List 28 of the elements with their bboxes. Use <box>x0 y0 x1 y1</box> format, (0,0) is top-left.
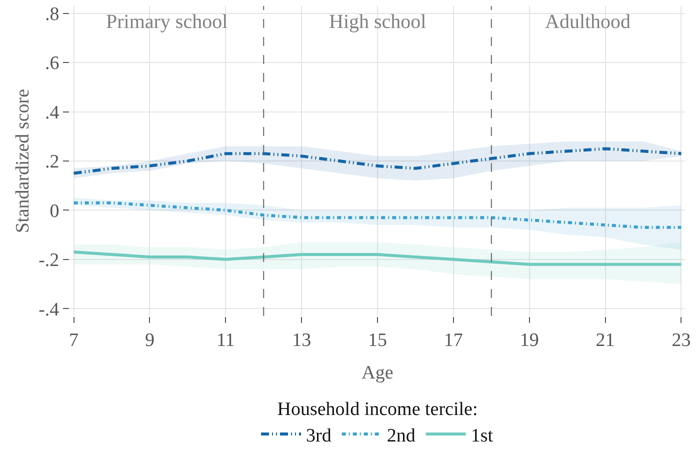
y-tick-label: .4 <box>44 102 60 124</box>
y-axis-title: Standardized score <box>12 88 34 234</box>
line-series <box>72 250 683 266</box>
annotation: Primary school <box>106 11 228 33</box>
x-tick-label: 19 <box>520 330 539 351</box>
annotation: Adulthood <box>545 11 631 33</box>
line-series <box>72 201 683 229</box>
y-tick-label: -.4 <box>38 299 60 320</box>
y-tick-label: .8 <box>44 4 60 26</box>
legend-title: Household income tercile: <box>277 399 478 420</box>
x-tick-label: 11 <box>216 330 235 351</box>
legend-label: 3rd <box>306 425 332 446</box>
x-tick-label: 7 <box>69 330 79 351</box>
x-tick-label: 23 <box>672 330 691 351</box>
line-series <box>72 147 683 175</box>
y-tick-label: .2 <box>44 152 60 173</box>
y-tick-label: 0 <box>50 200 60 222</box>
x-tick-label: 21 <box>596 330 615 351</box>
x-tick-label: 17 <box>444 330 463 351</box>
legend-label: 1st <box>470 425 494 446</box>
x-tick-label: 9 <box>144 330 154 351</box>
x-tick-label: 15 <box>368 330 387 351</box>
x-tick-label: 13 <box>292 330 312 351</box>
legend-label: 2nd <box>386 425 416 446</box>
y-tick-label: .6 <box>44 53 60 74</box>
annotation: High school <box>329 11 427 33</box>
y-tick-label: -.2 <box>38 250 60 272</box>
x-axis-title: Age <box>362 362 394 384</box>
